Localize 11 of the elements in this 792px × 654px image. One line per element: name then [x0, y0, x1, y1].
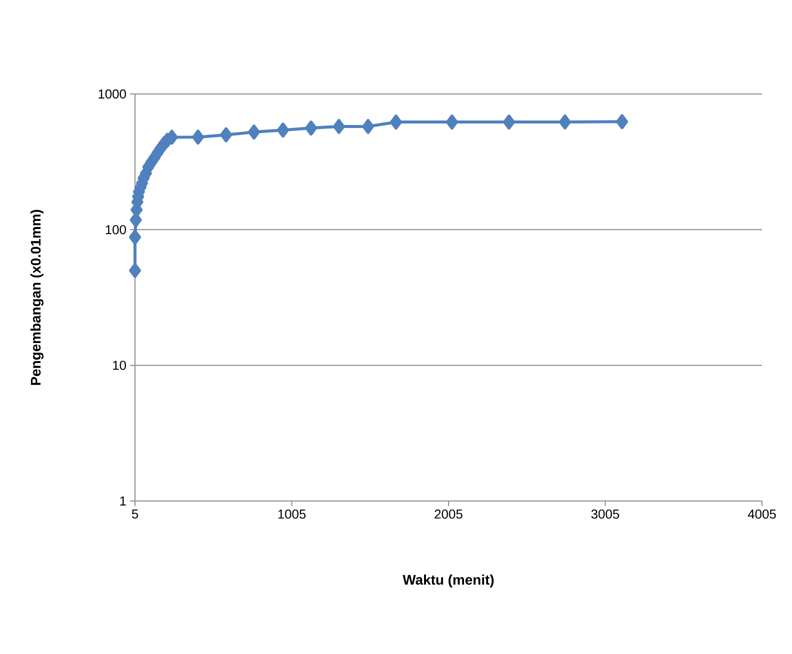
x-tick-label: 3005 — [591, 509, 620, 519]
x-tick-label: 1005 — [278, 509, 306, 519]
y-axis-title: Pengembangan (x0.01mm) — [30, 210, 44, 385]
y-tick-label: 100 — [106, 225, 126, 234]
y-tick-label: 1000 — [98, 89, 126, 99]
x-tick-label: 2005 — [434, 509, 462, 519]
x-tick-label: 4005 — [748, 509, 776, 519]
y-tick-label: 1 — [120, 496, 126, 506]
x-axis-title: Waktu (menit) — [402, 574, 494, 588]
x-tick-label: 5 — [132, 510, 138, 519]
y-tick-label: 10 — [113, 360, 126, 370]
